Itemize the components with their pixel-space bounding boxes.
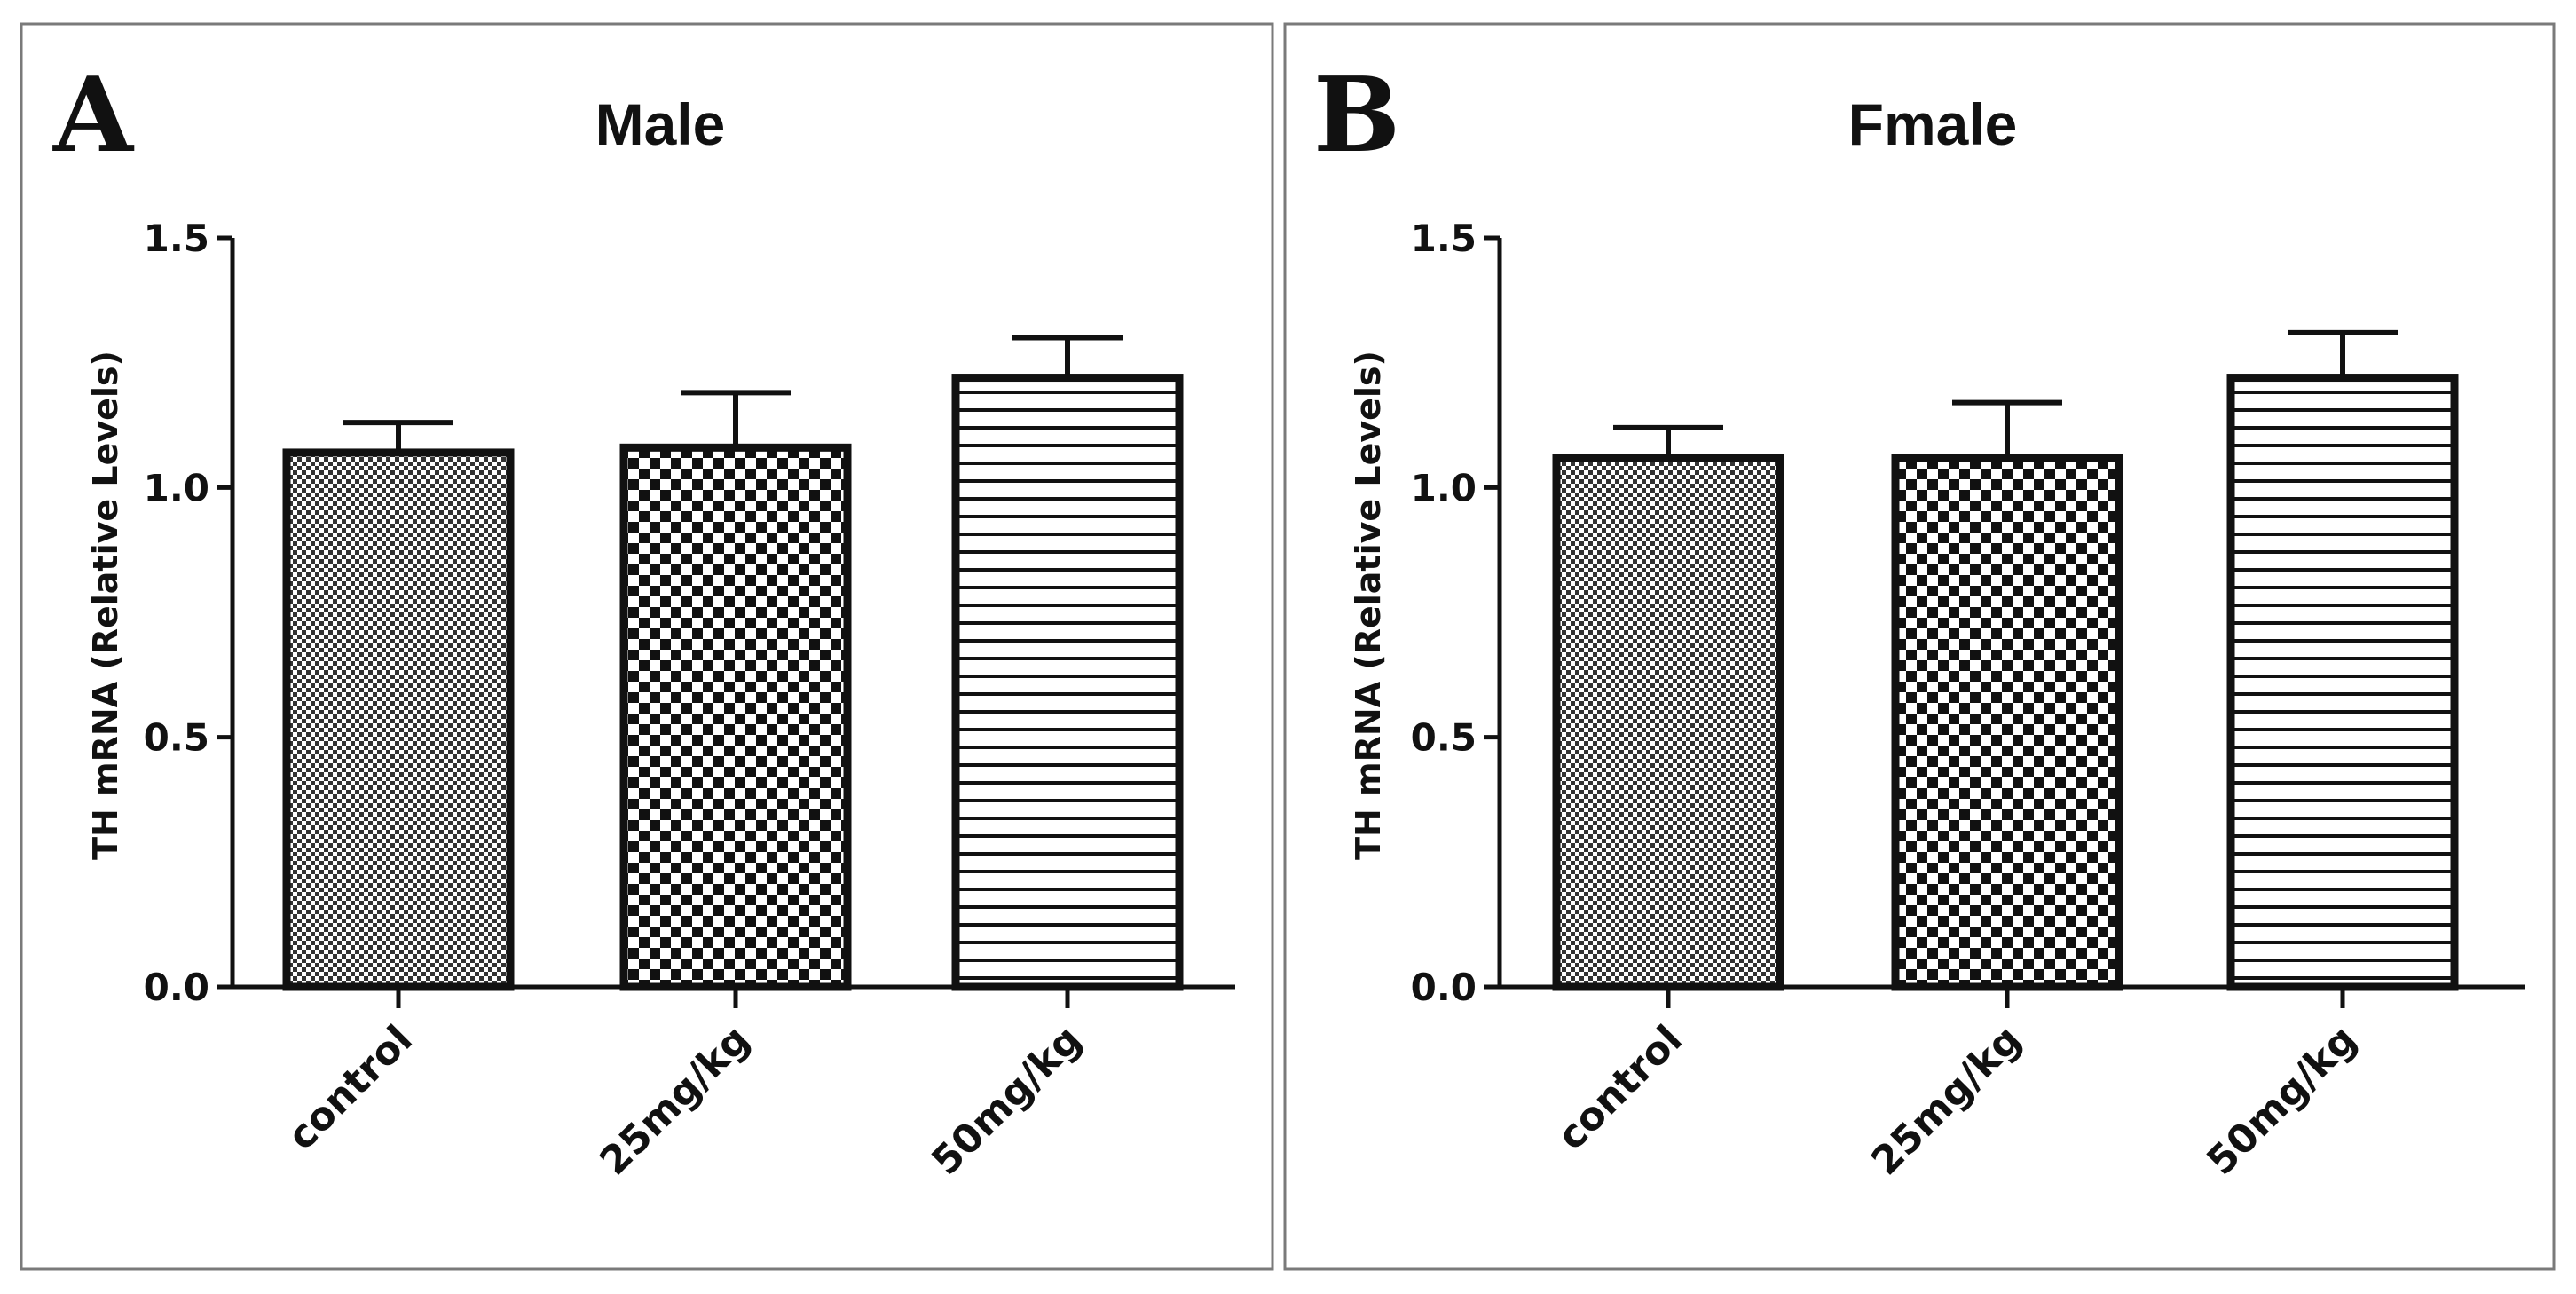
panel-a-y-axis-label: TH mRNA (Relative Levels): [86, 351, 125, 860]
panel-b-title: Fmale: [1848, 91, 2018, 157]
panel-b-y-tick-label-1: 0.0: [1411, 966, 1477, 1009]
panel-a-y-tick-label-3: 1.0: [144, 466, 209, 509]
panel-a-bar-1: [282, 448, 515, 991]
panel-a: A Male TH mRNA (Relative Levels) 0.0 0.5 1…: [20, 22, 1274, 1271]
panel-b-y-axis-label: TH mRNA (Relative Levels): [1349, 351, 1388, 860]
panel-a-bar-2: [619, 443, 852, 991]
panel-a-y-tick-label-1: 0.0: [144, 966, 209, 1009]
panel-b-bar-2: [1891, 454, 2123, 991]
panel-a-letter: A: [52, 55, 135, 176]
panel-b-y-tick-label-3: 1.0: [1411, 466, 1477, 509]
panel-b: B Fmale TH mRNA (Relative Levels) 0.0 0.5…: [1283, 22, 2556, 1271]
panel-b-y-tick-label-2: 0.5: [1411, 716, 1477, 760]
panel-b-letter: B: [1313, 55, 1400, 176]
panel-b-y-tick-label-4: 1.5: [1411, 217, 1477, 260]
panel-a-title: Male: [595, 91, 726, 157]
panel-a-bar-3: [951, 374, 1184, 991]
panel-b-bar-1: [1552, 454, 1784, 991]
panel-a-y-tick-label-4: 1.5: [144, 217, 209, 260]
panel-b-bar-3: [2226, 374, 2459, 991]
panel-a-y-tick-label-2: 0.5: [144, 716, 209, 760]
